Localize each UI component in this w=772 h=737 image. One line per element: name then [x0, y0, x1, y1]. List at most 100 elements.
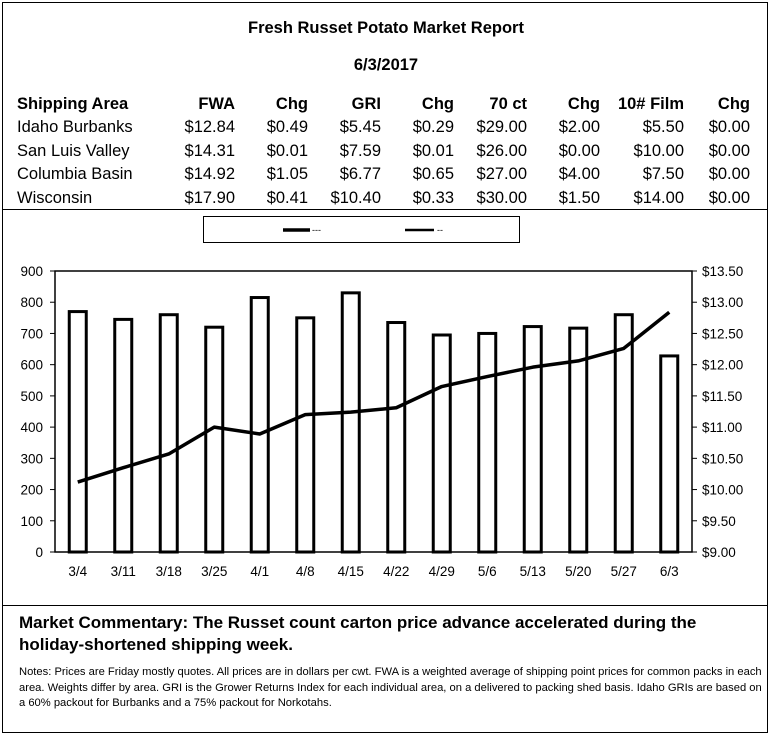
- shipping-area-cell: Idaho Burbanks: [17, 118, 133, 137]
- price-cell: $0.01: [266, 141, 308, 160]
- price-cell: $4.00: [558, 165, 600, 184]
- table-row: Wisconsin $17.90 $0.41 $10.40 $0.33 $30.00 $1.…: [17, 187, 750, 211]
- column-header: Chg: [717, 94, 750, 113]
- x-tick-label: 4/8: [296, 564, 315, 579]
- left-tick-label: 200: [20, 483, 43, 498]
- price-cell: $0.00: [708, 141, 750, 160]
- table-row: Columbia Basin $14.92 $1.05 $6.77 $0.65 $27.0…: [17, 163, 750, 187]
- column-header: 70 ct: [489, 94, 527, 113]
- bar: [386, 321, 407, 554]
- column-header: Shipping Area: [17, 94, 129, 113]
- plot-frame: [54, 270, 693, 553]
- right-tick-label: $12.00: [702, 358, 743, 373]
- price-cell: $2.00: [558, 118, 600, 137]
- x-tick-label: 3/4: [68, 564, 87, 579]
- bar: [613, 313, 634, 554]
- price-cell: $1.50: [558, 188, 600, 207]
- x-tick-label: 3/25: [201, 564, 227, 579]
- column-header: GRI: [351, 94, 381, 113]
- price-cell: $7.50: [642, 165, 684, 184]
- price-cell: $27.00: [476, 165, 527, 184]
- bar: [522, 325, 543, 554]
- bar: [158, 313, 179, 554]
- bar: [477, 331, 498, 554]
- price-cell: $26.00: [476, 141, 527, 160]
- price-cell: $0.65: [412, 165, 454, 184]
- table-row: Idaho Burbanks $12.84 $0.49 $5.45 $0.29 $29.0…: [17, 116, 750, 140]
- price-cell: $0.00: [558, 141, 600, 160]
- x-tick-label: 5/13: [520, 564, 546, 579]
- left-tick-label: 900: [20, 264, 43, 279]
- shipping-area-cell: Columbia Basin: [17, 165, 133, 184]
- price-cell: $0.49: [266, 118, 308, 137]
- price-cell: $5.50: [642, 118, 684, 137]
- price-cell: $29.00: [476, 118, 527, 137]
- price-cell: $0.29: [412, 118, 454, 137]
- bar: [295, 316, 316, 554]
- left-tick-label: 0: [35, 545, 43, 560]
- price-cell: $0.41: [266, 188, 308, 207]
- left-tick-label: 700: [20, 326, 43, 341]
- market-commentary: Market Commentary: The Russet count cart…: [19, 613, 697, 654]
- x-tick-label: 4/15: [338, 564, 364, 579]
- price-cell: $14.31: [184, 141, 235, 160]
- column-header: Chg: [275, 94, 308, 113]
- chart-legend: [203, 216, 520, 243]
- x-tick-label: 3/18: [156, 564, 182, 579]
- bar: [113, 317, 134, 554]
- x-tick-label: 5/20: [565, 564, 591, 579]
- bar: [204, 325, 225, 554]
- column-header: FWA: [198, 94, 235, 113]
- price-cell: $0.01: [412, 141, 454, 160]
- table-row: San Luis Valley $14.31 $0.01 $7.59 $0.01 $26.…: [17, 140, 750, 164]
- right-tick-label: $13.50: [702, 264, 743, 279]
- table-header-row: Shipping Area FWA Chg GRI Chg 70 ct Chg …: [17, 92, 750, 116]
- shipping-area-cell: Wisconsin: [17, 188, 93, 207]
- price-cell: $0.00: [708, 118, 750, 137]
- bar: [67, 310, 88, 554]
- legend-line-label: --: [437, 225, 443, 235]
- notes-text: Notes: Prices are Friday mostly quotes. …: [19, 666, 762, 709]
- left-tick-label: 400: [20, 420, 43, 435]
- bar: [340, 291, 361, 554]
- x-tick-label: 4/29: [429, 564, 455, 579]
- left-tick-label: 600: [20, 358, 43, 373]
- right-tick-label: $11.50: [702, 389, 742, 404]
- bar: [431, 333, 452, 554]
- x-tick-label: 4/1: [250, 564, 269, 579]
- price-cell: $5.45: [339, 118, 381, 137]
- x-tick-label: 4/22: [383, 564, 409, 579]
- bar: [659, 354, 680, 554]
- x-tick-label: 5/6: [478, 564, 497, 579]
- x-tick-label: 5/27: [611, 564, 637, 579]
- price-cell: $10.40: [330, 188, 381, 207]
- column-header: Chg: [567, 94, 600, 113]
- price-cell: $17.90: [184, 188, 235, 207]
- right-tick-label: $9.00: [702, 545, 736, 560]
- price-cell: $0.00: [708, 188, 750, 207]
- legend-bar-label: ---: [312, 225, 321, 235]
- shipping-area-cell: San Luis Valley: [17, 141, 130, 160]
- right-tick-label: $10.50: [702, 451, 743, 466]
- right-tick-label: $11.00: [702, 420, 742, 435]
- right-tick-label: $12.50: [702, 326, 743, 341]
- price-cell: $12.84: [184, 118, 235, 137]
- left-tick-label: 800: [20, 295, 43, 310]
- line-series: [77, 310, 671, 484]
- right-tick-label: $10.00: [702, 483, 743, 498]
- price-table: Shipping Area FWA Chg GRI Chg 70 ct Chg …: [17, 92, 750, 210]
- price-cell: $30.00: [476, 188, 527, 207]
- price-cell: $7.59: [339, 141, 381, 160]
- price-cell: $0.33: [412, 188, 454, 207]
- right-tick-label: $13.00: [702, 295, 743, 310]
- left-tick-label: 100: [20, 514, 43, 529]
- price-cell: $6.77: [339, 165, 381, 184]
- column-header: Chg: [421, 94, 454, 113]
- x-tick-label: 3/11: [111, 564, 136, 579]
- bar: [568, 326, 589, 554]
- x-tick-label: 6/3: [660, 564, 679, 579]
- price-cell: $10.00: [633, 141, 684, 160]
- column-header: 10# Film: [617, 94, 684, 113]
